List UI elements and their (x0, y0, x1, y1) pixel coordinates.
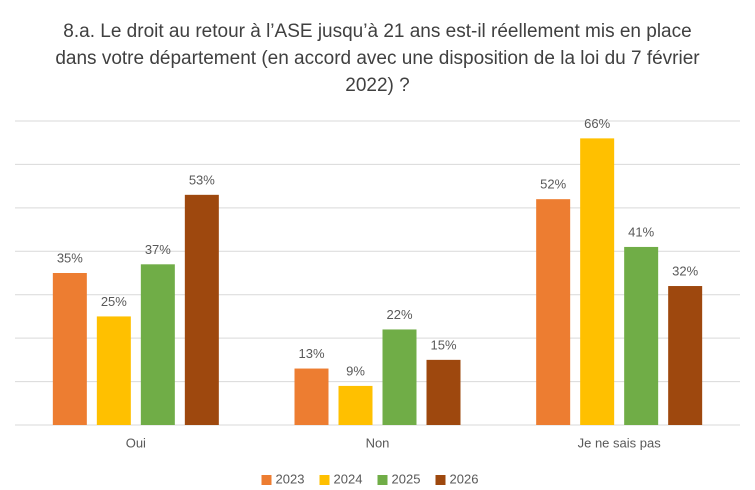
legend-label: 2023 (276, 471, 305, 486)
x-tick-label: Je ne sais pas (578, 435, 662, 450)
bar (294, 368, 329, 425)
data-label: 37% (145, 242, 171, 257)
data-label: 66% (584, 116, 610, 131)
legend-label: 2025 (392, 471, 421, 486)
bar (536, 199, 571, 425)
bar (624, 246, 659, 425)
bar (580, 138, 615, 425)
bar (140, 264, 175, 425)
legend-swatch (435, 475, 446, 485)
bar (668, 286, 703, 425)
x-tick-label: Non (366, 435, 390, 450)
legend-label: 2026 (450, 471, 479, 486)
legend-swatch (261, 475, 272, 485)
bar (426, 359, 461, 425)
data-label: 15% (430, 337, 456, 352)
legend-swatch (319, 475, 330, 485)
data-label: 25% (101, 294, 127, 309)
data-label: 41% (628, 224, 654, 239)
data-label: 13% (298, 346, 324, 361)
data-label: 52% (540, 177, 566, 192)
legend-swatch (377, 475, 388, 485)
data-label: 35% (57, 250, 83, 265)
data-label: 22% (386, 307, 412, 322)
bar (184, 194, 219, 425)
bar (96, 316, 131, 425)
legend-label: 2024 (334, 471, 363, 486)
data-label: 53% (189, 172, 215, 187)
data-label: 32% (672, 263, 698, 278)
bar (338, 385, 373, 425)
x-tick-label: Oui (126, 435, 146, 450)
data-label: 9% (346, 363, 365, 378)
bar (382, 329, 417, 425)
chart-title: 8.a. Le droit au retour à l’ASE jusqu’à … (55, 21, 700, 96)
bar (52, 273, 87, 425)
